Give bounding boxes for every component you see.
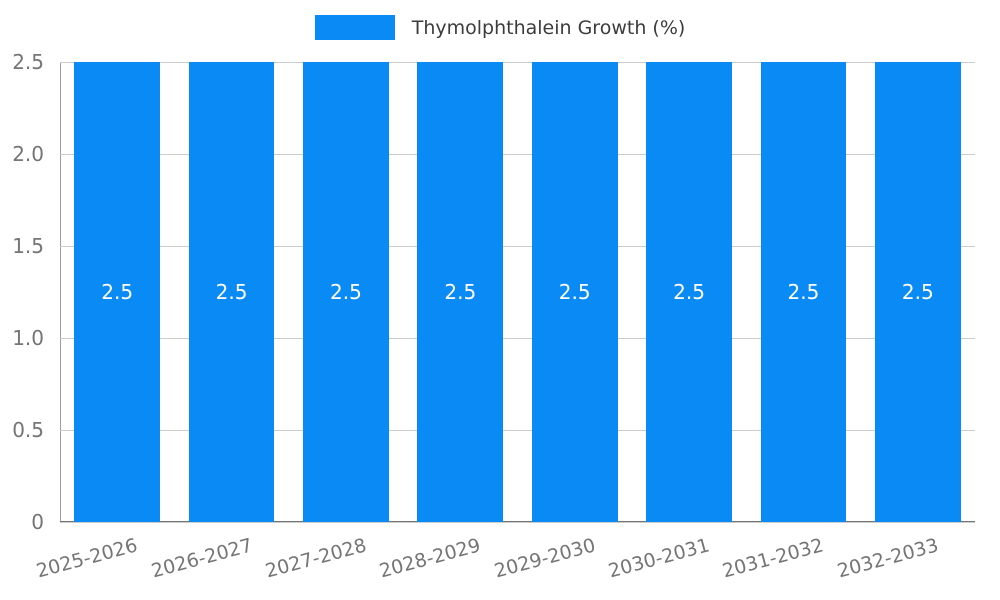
x-axis-labels: 2025-2026 2026-2027 2027-2028 2028-2029 2029… bbox=[34, 524, 975, 594]
bar-value-label: 2.5 bbox=[901, 280, 934, 304]
gridline bbox=[60, 522, 975, 523]
bar[interactable]: 2.5 bbox=[303, 62, 389, 522]
bar[interactable]: 2.5 bbox=[874, 62, 961, 522]
bar-value-label: 2.5 bbox=[787, 280, 820, 304]
bar[interactable]: 2.5 bbox=[188, 62, 275, 522]
x-tick-label: 2027-2028 bbox=[263, 534, 369, 583]
gridline bbox=[60, 246, 975, 247]
gridline bbox=[60, 62, 975, 63]
y-axis-labels: 0 0.5 1.0 1.5 2.0 2.5 bbox=[0, 50, 52, 534]
plot-area: 2.5 2.5 2.5 2.5 2.5 2.5 2.5 2.5 bbox=[60, 62, 975, 523]
bar-value-label: 2.5 bbox=[558, 280, 591, 304]
bar[interactable]: 2.5 bbox=[646, 62, 732, 522]
x-tick-label: 2026-2027 bbox=[148, 534, 255, 583]
x-tick-label: 2032-2033 bbox=[834, 534, 941, 583]
bar-value-label: 2.5 bbox=[673, 280, 705, 304]
x-tick-label: 2031-2032 bbox=[720, 534, 827, 583]
bar[interactable]: 2.5 bbox=[417, 62, 504, 522]
y-tick-label: 2.0 bbox=[12, 142, 44, 166]
x-tick-label: 2025-2026 bbox=[34, 534, 141, 583]
legend: Thymolphthalein Growth (%) bbox=[0, 15, 1000, 40]
bar[interactable]: 2.5 bbox=[531, 62, 618, 522]
gridline bbox=[60, 154, 975, 155]
bar[interactable]: 2.5 bbox=[760, 62, 847, 522]
y-tick-label: 1.0 bbox=[12, 326, 44, 350]
y-tick-label: 1.5 bbox=[12, 234, 44, 258]
bar-value-label: 2.5 bbox=[215, 280, 248, 304]
bar-value-label: 2.5 bbox=[444, 280, 477, 304]
gridline bbox=[60, 430, 975, 431]
y-axis-line bbox=[60, 62, 61, 522]
y-tick-label: 2.5 bbox=[12, 50, 44, 74]
legend-label: Thymolphthalein Growth (%) bbox=[411, 16, 686, 39]
bar[interactable]: 2.5 bbox=[74, 62, 161, 522]
x-tick-label: 2029-2030 bbox=[491, 534, 598, 583]
bar-value-label: 2.5 bbox=[101, 280, 134, 304]
x-tick-label: 2030-2031 bbox=[606, 534, 712, 583]
x-tick-label: 2028-2029 bbox=[377, 534, 484, 583]
legend-swatch bbox=[314, 15, 395, 40]
bar-value-label: 2.5 bbox=[330, 280, 362, 304]
y-tick-label: 0.5 bbox=[12, 418, 44, 442]
gridline bbox=[60, 338, 975, 339]
y-tick-label: 0 bbox=[31, 510, 44, 534]
